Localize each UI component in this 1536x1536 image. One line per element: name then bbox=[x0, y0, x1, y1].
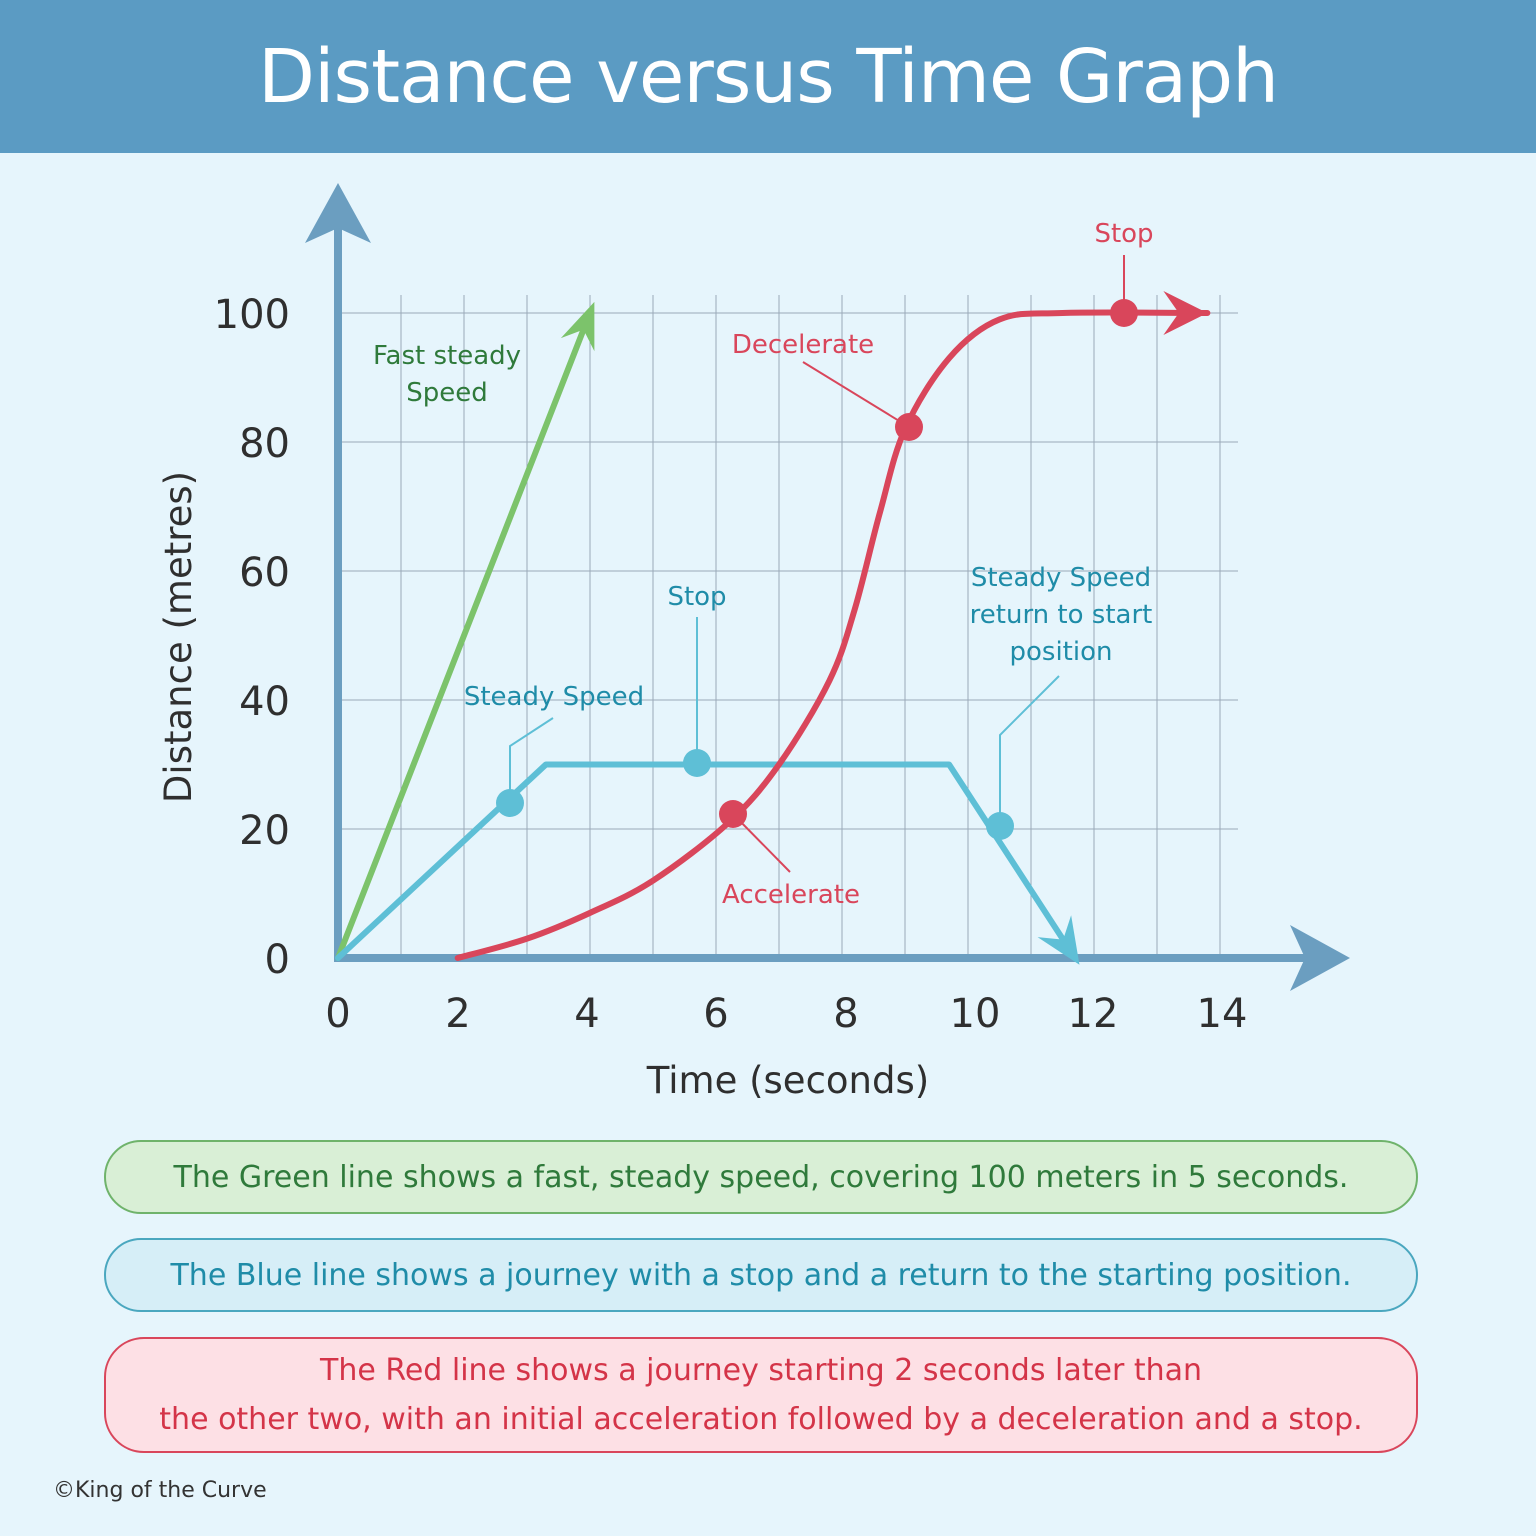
blue-point-marker bbox=[986, 812, 1014, 840]
y-tick-label: 100 bbox=[214, 292, 290, 338]
x-tick-label: 6 bbox=[703, 991, 728, 1037]
red-line-note-line-2: the other two, with an initial accelerat… bbox=[159, 1402, 1363, 1437]
page-title: Distance versus Time Graph bbox=[258, 33, 1279, 120]
chart-axes bbox=[305, 183, 1350, 991]
x-axis-arrow bbox=[1290, 925, 1350, 991]
red-point-marker bbox=[1110, 299, 1138, 327]
y-tick-label: 80 bbox=[239, 421, 290, 467]
chart-grid bbox=[338, 295, 1238, 958]
red-line-note: The Red line shows a journey starting 2 … bbox=[104, 1337, 1418, 1453]
annotation-label: Stop bbox=[667, 582, 726, 612]
y-tick-label: 60 bbox=[239, 550, 290, 596]
green-series-line bbox=[335, 310, 593, 961]
annotation-leader-line bbox=[509, 717, 554, 803]
annotation-label: Stop bbox=[1094, 219, 1153, 249]
x-tick-label: 2 bbox=[445, 991, 470, 1037]
blue-point-marker bbox=[496, 789, 524, 817]
annotation-leader-line bbox=[999, 675, 1060, 826]
chart-annotations: Fast steady Speed Steady Speed Stop Steady S… bbox=[373, 219, 1154, 910]
blue-series-arrow bbox=[1037, 915, 1080, 965]
annotation-label: Decelerate bbox=[732, 330, 874, 360]
y-tick-label: 40 bbox=[239, 679, 290, 725]
annotation-label: Speed bbox=[406, 378, 488, 408]
red-point-marker bbox=[719, 800, 747, 828]
red-line-note-line-1: The Red line shows a journey starting 2 … bbox=[320, 1353, 1202, 1388]
annotation-label: Steady Speed bbox=[971, 563, 1151, 593]
x-axis-title: Time (seconds) bbox=[646, 1059, 929, 1102]
blue-series-line bbox=[335, 761, 1079, 961]
blue-line-note: The Blue line shows a journey with a sto… bbox=[104, 1238, 1418, 1312]
x-tick-label: 12 bbox=[1068, 991, 1119, 1037]
x-tick-label: 8 bbox=[833, 991, 858, 1037]
y-tick-label: 20 bbox=[239, 808, 290, 854]
copyright: ©King of the Curve bbox=[53, 1478, 267, 1503]
chart-series bbox=[335, 291, 1211, 965]
y-tick-label: 0 bbox=[265, 937, 290, 983]
red-series-arrow bbox=[1163, 291, 1208, 335]
x-tick-label: 10 bbox=[950, 991, 1001, 1037]
chart-ticks: 0 2 4 6 8 10 12 14 0 20 40 60 80 100 bbox=[214, 292, 1248, 1037]
red-point-marker bbox=[895, 413, 923, 441]
blue-point-marker bbox=[683, 749, 711, 777]
y-axis-title: Distance (metres) bbox=[157, 471, 200, 803]
x-tick-label: 14 bbox=[1197, 991, 1248, 1037]
x-tick-label: 4 bbox=[574, 991, 599, 1037]
annotation-label: Fast steady bbox=[373, 341, 521, 371]
x-tick-label: 0 bbox=[325, 991, 350, 1037]
annotation-label: Steady Speed bbox=[464, 682, 644, 712]
red-series-line bbox=[454, 309, 1211, 961]
annotation-label: Accelerate bbox=[722, 880, 860, 910]
title-bar: Distance versus Time Graph bbox=[0, 0, 1536, 153]
annotation-leader-line bbox=[802, 361, 910, 428]
y-axis-arrow bbox=[305, 183, 371, 243]
annotation-label: return to start bbox=[970, 600, 1153, 630]
green-series-arrow bbox=[560, 301, 595, 352]
annotation-label: position bbox=[1010, 637, 1113, 667]
green-line-note: The Green line shows a fast, steady spee… bbox=[104, 1140, 1418, 1214]
